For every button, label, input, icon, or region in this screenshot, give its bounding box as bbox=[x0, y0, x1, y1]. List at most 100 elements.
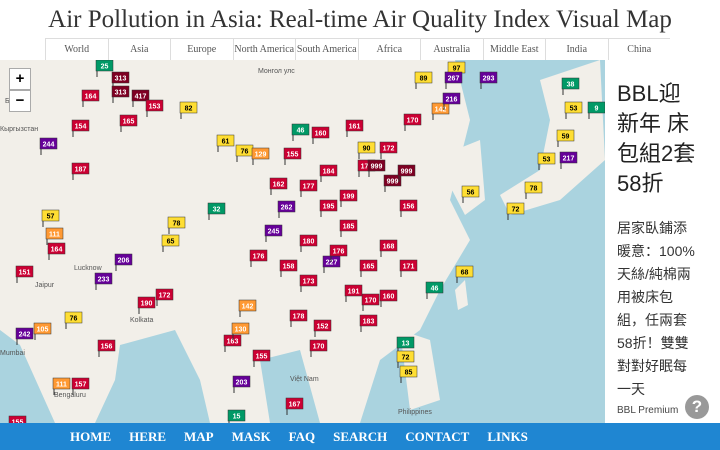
aqi-marker[interactable]: 417 bbox=[131, 89, 150, 107]
aqi-marker[interactable]: 155 bbox=[8, 415, 27, 423]
aqi-marker[interactable]: 172 bbox=[379, 141, 398, 159]
aqi-marker[interactable]: 162 bbox=[269, 177, 288, 195]
aqi-marker[interactable]: 155 bbox=[283, 147, 302, 165]
aqi-marker[interactable]: 165 bbox=[119, 114, 138, 132]
nav-tab[interactable]: China bbox=[607, 39, 671, 61]
aqi-marker[interactable]: 142 bbox=[238, 299, 257, 317]
advertisement[interactable]: BBL迎 新年 床包組2套 58折 居家臥鋪添 暖意：100% 天絲/純棉兩 用被床包 組，任… bbox=[605, 60, 720, 423]
aqi-marker[interactable]: 178 bbox=[289, 309, 308, 327]
aqi-marker[interactable]: 46 bbox=[291, 123, 310, 141]
aqi-marker[interactable]: 57 bbox=[41, 209, 60, 227]
aqi-marker[interactable]: 78 bbox=[524, 181, 543, 199]
aqi-marker[interactable]: 170 bbox=[361, 293, 380, 311]
aqi-marker[interactable]: 242 bbox=[15, 327, 34, 345]
aqi-marker[interactable]: 233 bbox=[94, 272, 113, 290]
nav-tab[interactable]: Middle East bbox=[482, 39, 546, 61]
toolbar-link[interactable]: HERE bbox=[129, 428, 167, 444]
aqi-marker[interactable]: 111 bbox=[52, 377, 71, 395]
aqi-marker[interactable]: 216 bbox=[442, 92, 461, 110]
aqi-marker[interactable]: 158 bbox=[279, 259, 298, 277]
aqi-marker[interactable]: 65 bbox=[161, 234, 180, 252]
aqi-marker[interactable]: 9 bbox=[587, 101, 605, 119]
aqi-marker[interactable]: 111 bbox=[45, 227, 64, 245]
aqi-marker[interactable]: 160 bbox=[311, 126, 330, 144]
aqi-marker[interactable]: 176 bbox=[329, 244, 348, 262]
aqi-marker[interactable]: 199 bbox=[339, 189, 358, 207]
aqi-marker[interactable]: 90 bbox=[357, 141, 376, 159]
aqi-marker[interactable]: 313 bbox=[111, 85, 130, 103]
aqi-marker[interactable]: 170 bbox=[309, 339, 328, 357]
aqi-marker[interactable]: 76 bbox=[64, 311, 83, 329]
aqi-marker[interactable]: 190 bbox=[137, 296, 156, 314]
aqi-marker[interactable]: 25 bbox=[95, 60, 114, 77]
aqi-marker[interactable]: 56 bbox=[461, 185, 480, 203]
aqi-marker[interactable]: 185 bbox=[339, 219, 358, 237]
aqi-marker[interactable]: 85 bbox=[399, 365, 418, 383]
toolbar-link[interactable]: SEARCH bbox=[333, 428, 388, 444]
nav-tab[interactable]: North America bbox=[232, 39, 296, 61]
nav-tab[interactable]: Europe bbox=[170, 39, 233, 61]
map[interactable]: БишкекКыргызстанМонгол улсJaipurLucknowK… bbox=[0, 60, 605, 423]
aqi-marker[interactable]: 262 bbox=[277, 200, 296, 218]
aqi-marker[interactable]: 184 bbox=[319, 164, 338, 182]
aqi-marker[interactable]: 170 bbox=[403, 113, 422, 131]
zoom-out[interactable]: − bbox=[9, 90, 31, 112]
aqi-marker[interactable]: 78 bbox=[167, 216, 186, 234]
aqi-marker[interactable]: 177 bbox=[299, 179, 318, 197]
aqi-marker[interactable]: 191 bbox=[344, 284, 363, 302]
aqi-marker[interactable]: 72 bbox=[506, 202, 525, 220]
aqi-marker[interactable]: 68 bbox=[455, 265, 474, 283]
aqi-marker[interactable]: 61 bbox=[216, 134, 235, 152]
aqi-marker[interactable]: 164 bbox=[81, 89, 100, 107]
aqi-marker[interactable]: 89 bbox=[414, 71, 433, 89]
aqi-marker[interactable]: 82 bbox=[179, 101, 198, 119]
aqi-marker[interactable]: 59 bbox=[556, 129, 575, 147]
aqi-marker[interactable]: 165 bbox=[359, 259, 378, 277]
aqi-marker[interactable]: 999 bbox=[367, 159, 386, 177]
aqi-marker[interactable]: 156 bbox=[97, 339, 116, 357]
aqi-marker[interactable]: 173 bbox=[299, 274, 318, 292]
aqi-marker[interactable]: 183 bbox=[359, 314, 378, 332]
nav-tab[interactable]: India bbox=[545, 39, 608, 61]
aqi-marker[interactable]: 156 bbox=[399, 199, 418, 217]
aqi-marker[interactable]: 105 bbox=[33, 322, 52, 340]
aqi-marker[interactable]: 999 bbox=[383, 174, 402, 192]
nav-tab[interactable]: Africa bbox=[357, 39, 421, 61]
aqi-marker[interactable]: 153 bbox=[145, 99, 164, 117]
toolbar-link[interactable]: HOME bbox=[70, 428, 112, 444]
toolbar-link[interactable]: LINKS bbox=[487, 428, 528, 444]
nav-tab[interactable]: World bbox=[45, 39, 108, 61]
aqi-marker[interactable]: 180 bbox=[299, 234, 318, 252]
nav-tab[interactable]: South America bbox=[295, 39, 358, 61]
aqi-marker[interactable]: 53 bbox=[564, 101, 583, 119]
ad-help[interactable]: ? bbox=[685, 395, 709, 419]
toolbar-link[interactable]: CONTACT bbox=[405, 428, 470, 444]
aqi-marker[interactable]: 195 bbox=[319, 199, 338, 217]
aqi-marker[interactable]: 53 bbox=[537, 152, 556, 170]
aqi-marker[interactable]: 32 bbox=[207, 202, 226, 220]
toolbar-link[interactable]: FAQ bbox=[288, 428, 316, 444]
aqi-marker[interactable]: 244 bbox=[39, 137, 58, 155]
aqi-marker[interactable]: 38 bbox=[561, 77, 580, 95]
aqi-marker[interactable]: 152 bbox=[313, 319, 332, 337]
aqi-marker[interactable]: 161 bbox=[345, 119, 364, 137]
aqi-marker[interactable]: 171 bbox=[399, 259, 418, 277]
aqi-marker[interactable]: 267 bbox=[444, 71, 463, 89]
aqi-marker[interactable]: 293 bbox=[479, 71, 498, 89]
aqi-marker[interactable]: 160 bbox=[379, 289, 398, 307]
aqi-marker[interactable]: 187 bbox=[71, 162, 90, 180]
aqi-marker[interactable]: 142 bbox=[431, 102, 450, 120]
aqi-marker[interactable]: 151 bbox=[15, 265, 34, 283]
toolbar-link[interactable]: MAP bbox=[184, 428, 214, 444]
toolbar-link[interactable]: MASK bbox=[231, 428, 271, 444]
aqi-marker[interactable]: 167 bbox=[285, 397, 304, 415]
aqi-marker[interactable]: 217 bbox=[559, 151, 578, 169]
aqi-marker[interactable]: 157 bbox=[71, 377, 90, 395]
aqi-marker[interactable]: 172 bbox=[155, 288, 174, 306]
aqi-marker[interactable]: 46 bbox=[425, 281, 444, 299]
nav-tab[interactable]: Asia bbox=[107, 39, 171, 61]
aqi-marker[interactable]: 999 bbox=[397, 164, 416, 182]
aqi-marker[interactable]: 245 bbox=[264, 224, 283, 242]
aqi-marker[interactable]: 168 bbox=[379, 239, 398, 257]
aqi-marker[interactable]: 203 bbox=[232, 375, 251, 393]
